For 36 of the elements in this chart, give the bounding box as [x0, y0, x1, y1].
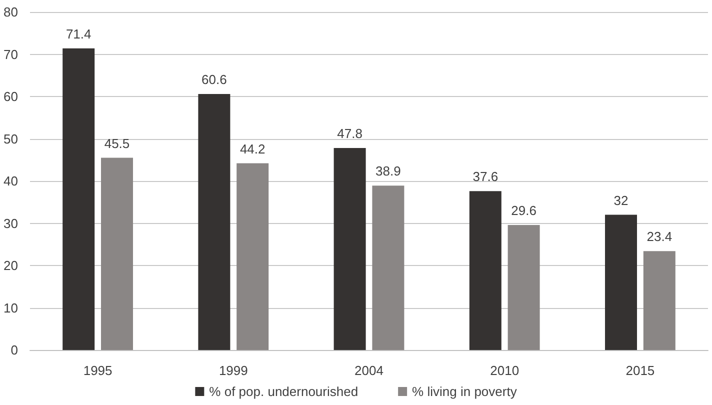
y-tick-label: 80 — [4, 4, 18, 20]
legend-label: % of pop. undernourished — [209, 384, 358, 399]
y-tick-label: 50 — [4, 131, 18, 146]
y-tick-label: 0 — [10, 342, 18, 358]
data-label: 37.6 — [472, 169, 498, 184]
data-label: 45.5 — [104, 136, 130, 151]
x-tick-label: 2010 — [490, 363, 520, 378]
bar — [198, 94, 230, 350]
data-label: 38.9 — [376, 164, 401, 179]
bar — [372, 186, 404, 350]
y-tick-label: 30 — [4, 216, 18, 231]
data-label: 29.6 — [511, 202, 536, 218]
y-tick-label: 10 — [4, 300, 18, 316]
data-label: 32 — [614, 192, 628, 208]
y-tick-label: 20 — [4, 258, 18, 273]
data-label: 47.8 — [337, 126, 362, 142]
x-tick-label: 1999 — [218, 363, 248, 378]
y-tick-label: 40 — [4, 174, 18, 188]
data-label: 71.4 — [66, 26, 92, 42]
bar — [101, 158, 133, 350]
bar — [236, 163, 269, 350]
bar — [469, 191, 502, 350]
y-tick-label: 60 — [4, 89, 18, 104]
data-label: 60.6 — [202, 72, 227, 87]
x-tick-label: 2015 — [626, 363, 655, 378]
bar — [334, 148, 366, 350]
bar — [508, 224, 540, 350]
bar — [605, 214, 637, 350]
bar — [643, 251, 676, 350]
x-tick-label: 2004 — [354, 363, 384, 378]
legend-label: % living in poverty — [412, 384, 518, 399]
data-label: 23.4 — [646, 229, 672, 244]
bar — [62, 48, 95, 350]
y-tick-label: 70 — [4, 46, 18, 62]
data-label: 44.2 — [240, 141, 266, 156]
x-tick-label: 1995 — [83, 363, 112, 378]
